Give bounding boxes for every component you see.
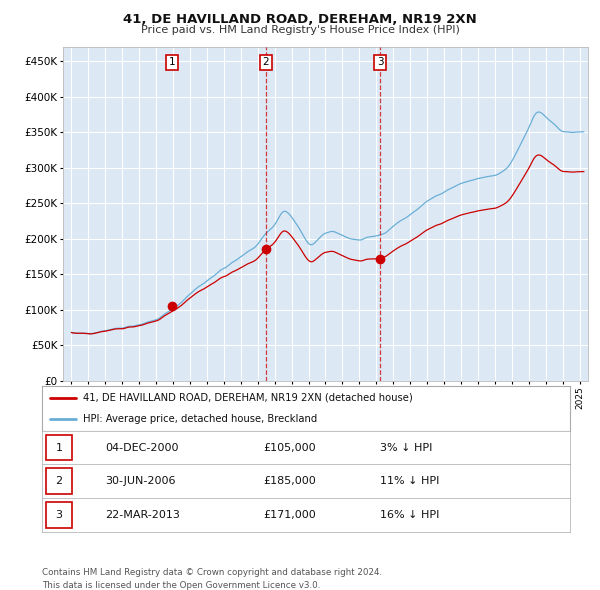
- Text: £185,000: £185,000: [264, 476, 317, 486]
- Text: 16% ↓ HPI: 16% ↓ HPI: [380, 510, 439, 520]
- Text: 3: 3: [377, 57, 383, 67]
- FancyBboxPatch shape: [46, 502, 71, 527]
- Text: 22-MAR-2013: 22-MAR-2013: [106, 510, 180, 520]
- Text: Price paid vs. HM Land Registry's House Price Index (HPI): Price paid vs. HM Land Registry's House …: [140, 25, 460, 35]
- Text: 1: 1: [169, 57, 175, 67]
- Text: 3: 3: [55, 510, 62, 520]
- FancyBboxPatch shape: [46, 435, 71, 460]
- FancyBboxPatch shape: [46, 468, 71, 494]
- Text: Contains HM Land Registry data © Crown copyright and database right 2024.: Contains HM Land Registry data © Crown c…: [42, 568, 382, 577]
- Text: 11% ↓ HPI: 11% ↓ HPI: [380, 476, 439, 486]
- Text: 41, DE HAVILLAND ROAD, DEREHAM, NR19 2XN: 41, DE HAVILLAND ROAD, DEREHAM, NR19 2XN: [123, 13, 477, 26]
- Text: 3% ↓ HPI: 3% ↓ HPI: [380, 442, 432, 453]
- Text: 2: 2: [55, 476, 62, 486]
- Text: 04-DEC-2000: 04-DEC-2000: [106, 442, 179, 453]
- Text: HPI: Average price, detached house, Breckland: HPI: Average price, detached house, Brec…: [83, 414, 317, 424]
- Text: 41, DE HAVILLAND ROAD, DEREHAM, NR19 2XN (detached house): 41, DE HAVILLAND ROAD, DEREHAM, NR19 2XN…: [83, 393, 413, 403]
- Text: This data is licensed under the Open Government Licence v3.0.: This data is licensed under the Open Gov…: [42, 581, 320, 590]
- Text: 30-JUN-2006: 30-JUN-2006: [106, 476, 176, 486]
- Text: 1: 1: [55, 442, 62, 453]
- Text: £105,000: £105,000: [264, 442, 316, 453]
- Text: £171,000: £171,000: [264, 510, 317, 520]
- Text: 2: 2: [263, 57, 269, 67]
